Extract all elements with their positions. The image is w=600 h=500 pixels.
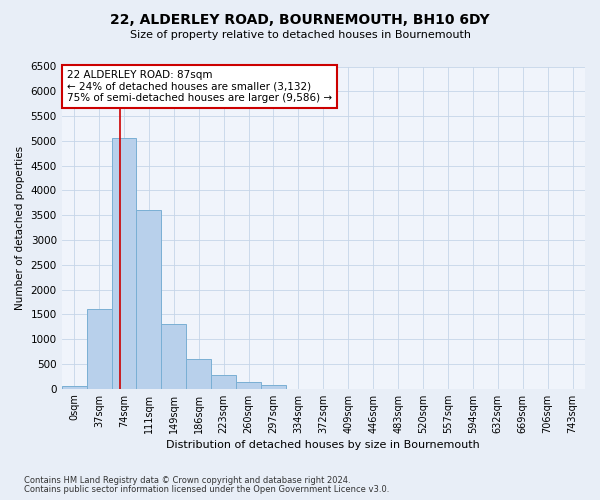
Text: Contains HM Land Registry data © Crown copyright and database right 2024.: Contains HM Land Registry data © Crown c… [24,476,350,485]
Bar [186,360,211,388]
Bar [161,324,186,388]
Bar [211,375,236,388]
X-axis label: Distribution of detached houses by size in Bournemouth: Distribution of detached houses by size … [166,440,480,450]
Bar [62,386,86,388]
Text: Contains public sector information licensed under the Open Government Licence v3: Contains public sector information licen… [24,484,389,494]
Bar [261,385,286,388]
Bar [112,138,136,388]
Text: 22, ALDERLEY ROAD, BOURNEMOUTH, BH10 6DY: 22, ALDERLEY ROAD, BOURNEMOUTH, BH10 6DY [110,12,490,26]
Bar [86,310,112,388]
Text: 22 ALDERLEY ROAD: 87sqm
← 24% of detached houses are smaller (3,132)
75% of semi: 22 ALDERLEY ROAD: 87sqm ← 24% of detache… [67,70,332,103]
Text: Size of property relative to detached houses in Bournemouth: Size of property relative to detached ho… [130,30,470,40]
Bar [236,382,261,388]
Y-axis label: Number of detached properties: Number of detached properties [15,146,25,310]
Bar [136,210,161,388]
